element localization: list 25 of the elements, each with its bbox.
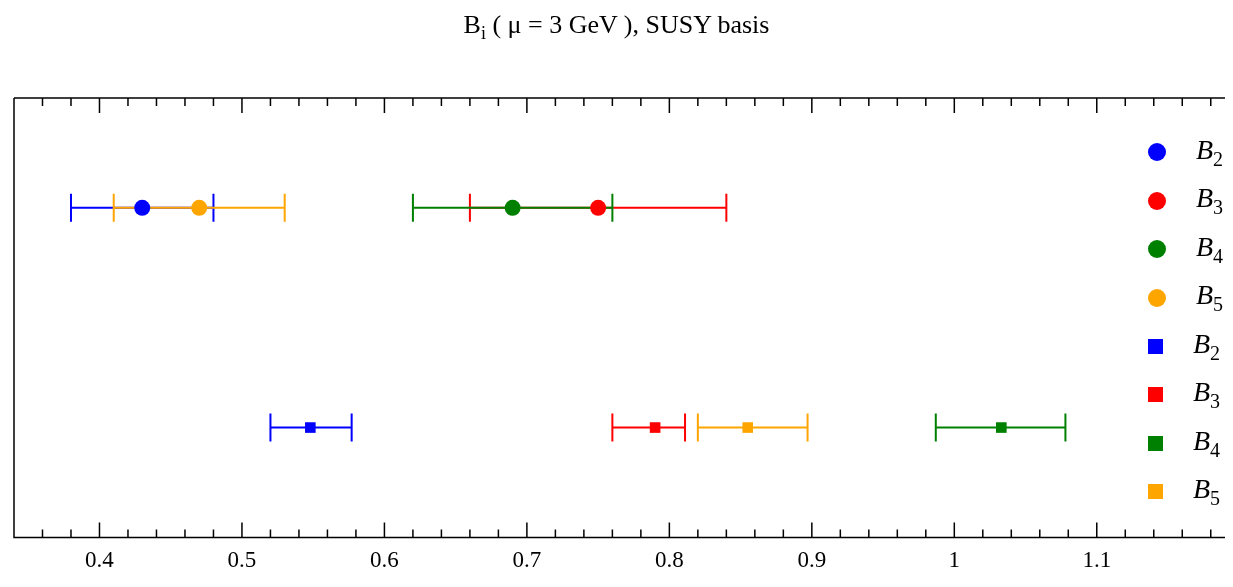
point [996, 422, 1007, 433]
x-tick-label: 0.8 [654, 547, 684, 573]
x-tick-label: 0.5 [227, 547, 257, 573]
point [191, 199, 208, 216]
legend-label: B$_{5}$ [1195, 279, 1223, 317]
x-tick-label: 1 [948, 547, 961, 573]
chart-title: B$_{i}$ ( μ = 3 GeV ), SUSY basis [462, 10, 771, 45]
x-tick-label: 0.9 [797, 547, 827, 573]
point [649, 422, 661, 433]
legend-label: B$_{3}$ [1195, 182, 1223, 220]
legend-label: B$_{4}$ [1192, 424, 1220, 462]
legend-label: B$_{2}$ [1192, 327, 1220, 365]
point [134, 199, 151, 216]
x-tick-label: 1.1 [1082, 547, 1112, 573]
point [504, 199, 521, 216]
x-tick-label: 0.7 [512, 547, 542, 573]
point [305, 422, 316, 433]
legend-label: B$_{5}$ [1192, 473, 1220, 511]
x-tick-label: 0.4 [85, 547, 115, 573]
point [742, 422, 754, 433]
point [590, 199, 607, 216]
x-tick-label: 0.6 [370, 547, 399, 573]
legend-label: B$_{3}$ [1192, 376, 1220, 414]
legend-label: B$_{2}$ [1195, 133, 1223, 171]
legend-label: B$_{4}$ [1195, 230, 1223, 268]
